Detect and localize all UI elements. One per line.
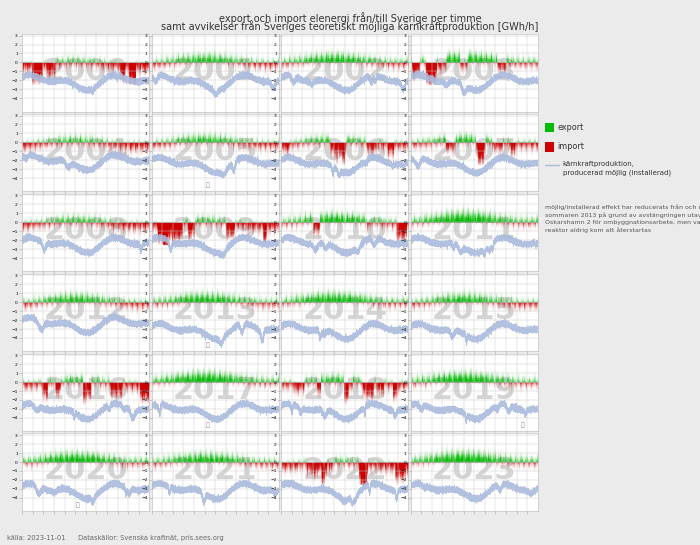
Text: 2021: 2021 bbox=[173, 456, 258, 485]
Text: 2009: 2009 bbox=[173, 216, 258, 245]
Text: 2005: 2005 bbox=[173, 137, 258, 166]
Text: 2020: 2020 bbox=[43, 456, 128, 485]
Text: kärnkraftproduktion,
producerad möjlig (installerad): kärnkraftproduktion, producerad möjlig (… bbox=[563, 161, 671, 176]
Text: 2013: 2013 bbox=[173, 296, 258, 325]
Text: 2001: 2001 bbox=[173, 57, 258, 86]
Text: 🪦: 🪦 bbox=[206, 343, 209, 348]
Text: 🪦: 🪦 bbox=[206, 183, 209, 189]
Text: möjlig/installerad effekt har reducerats från och med
sommaren 2013 på grund av : möjlig/installerad effekt har reducerats… bbox=[545, 204, 700, 233]
Text: 2000: 2000 bbox=[43, 57, 128, 86]
Text: 2018: 2018 bbox=[302, 377, 387, 405]
Text: export och import elenergi från/till Sverige per timme: export och import elenergi från/till Sve… bbox=[218, 12, 482, 24]
Text: import: import bbox=[557, 142, 584, 151]
Text: 2010: 2010 bbox=[302, 216, 387, 245]
Text: 2022: 2022 bbox=[302, 456, 387, 485]
Text: export: export bbox=[557, 123, 584, 132]
Text: 🪦: 🪦 bbox=[206, 422, 209, 428]
Text: 2017: 2017 bbox=[173, 377, 258, 405]
Text: 2003: 2003 bbox=[432, 57, 517, 86]
Text: källa: 2023-11-01      Dataskällor: Svenska kraftnät, pris.sees.org: källa: 2023-11-01 Dataskällor: Svenska k… bbox=[7, 535, 224, 541]
Text: 2012: 2012 bbox=[43, 296, 128, 325]
Text: 2016: 2016 bbox=[43, 377, 128, 405]
Text: 2004: 2004 bbox=[43, 137, 128, 166]
Text: 2011: 2011 bbox=[432, 216, 517, 245]
Text: 2002: 2002 bbox=[302, 57, 387, 86]
Text: 2019: 2019 bbox=[432, 377, 517, 405]
Text: 2008: 2008 bbox=[43, 216, 128, 245]
Text: 🪦: 🪦 bbox=[521, 422, 524, 428]
Text: 🪦: 🪦 bbox=[76, 502, 80, 508]
Text: samt avvikelser från Sveriges teoretiskt möjliga kärnkraftproduktion [GWh/h]: samt avvikelser från Sveriges teoretiskt… bbox=[161, 20, 539, 32]
Text: 2023: 2023 bbox=[432, 456, 517, 485]
Text: 2015: 2015 bbox=[432, 296, 517, 325]
Text: 2014: 2014 bbox=[302, 296, 387, 325]
Text: 2006: 2006 bbox=[302, 137, 387, 166]
Text: 2007: 2007 bbox=[432, 137, 517, 166]
